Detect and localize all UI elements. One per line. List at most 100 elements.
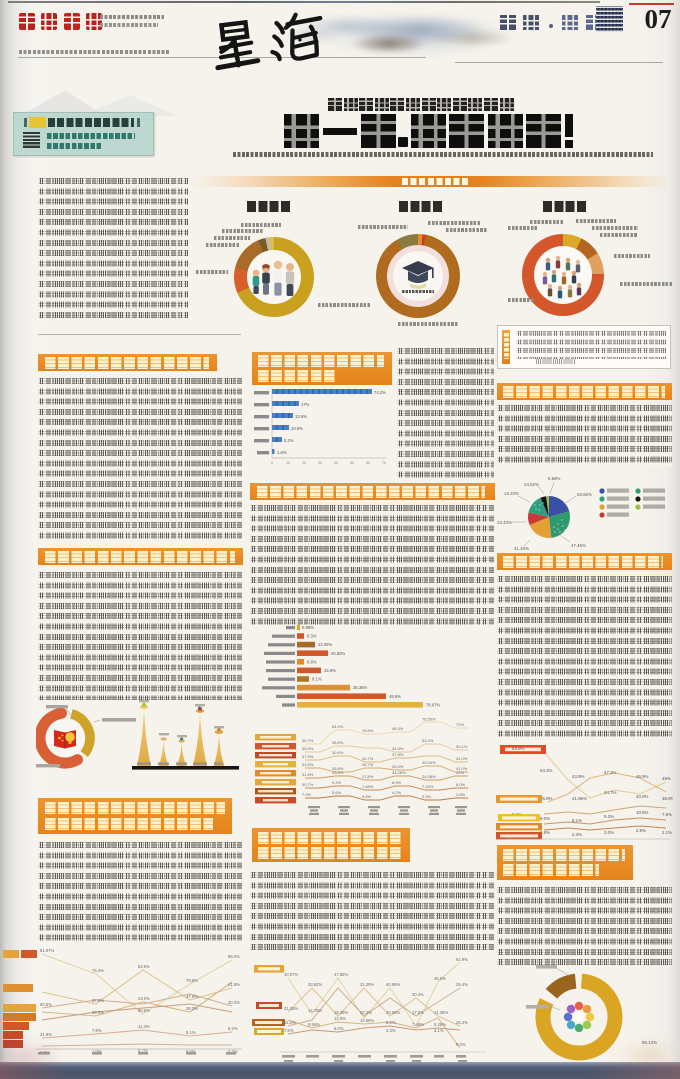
svg-text:76.4%: 76.4%	[92, 968, 104, 973]
svg-text:38.9%: 38.9%	[662, 796, 673, 801]
svg-text:26.8%: 26.8%	[332, 766, 344, 771]
svg-text:20.2%: 20.2%	[360, 1010, 372, 1015]
svg-text:5.0%: 5.0%	[334, 1026, 344, 1031]
svg-text:37.6%: 37.6%	[186, 994, 198, 999]
svg-text:36.36%: 36.36%	[353, 685, 367, 690]
svg-text:84.5%: 84.5%	[332, 724, 344, 729]
svg-text:5.58%: 5.58%	[548, 476, 561, 481]
svg-text:25.4%: 25.4%	[456, 1020, 468, 1025]
svg-text:41.9%: 41.9%	[228, 982, 240, 987]
svg-text:16.36%: 16.36%	[334, 1010, 348, 1015]
svg-text:37.9%: 37.9%	[302, 754, 314, 759]
svg-text:11.4%: 11.4%	[138, 1024, 150, 1029]
svg-text:74.2%: 74.2%	[374, 390, 386, 395]
svg-text:31.29%: 31.29%	[360, 982, 374, 987]
svg-text:11.2%: 11.2%	[284, 1020, 296, 1025]
svg-text:3.5%: 3.5%	[362, 794, 372, 799]
svg-text:21.26%: 21.26%	[284, 1006, 298, 1011]
svg-text:3.0%: 3.0%	[604, 830, 614, 835]
svg-text:10.9%: 10.9%	[291, 426, 303, 431]
svg-text:60.5%: 60.5%	[138, 1008, 150, 1013]
svg-text:5.2%: 5.2%	[284, 438, 294, 443]
svg-text:38.5%: 38.5%	[332, 740, 344, 745]
svg-text:53.66%: 53.66%	[577, 492, 592, 497]
svg-text:33.62%: 33.62%	[308, 982, 322, 987]
svg-text:10.5%: 10.5%	[636, 810, 649, 815]
svg-text:53.2%: 53.2%	[422, 738, 434, 743]
svg-text:20.56%: 20.56%	[386, 1010, 400, 1015]
svg-text:54.3%: 54.3%	[540, 768, 553, 773]
svg-text:41.0%: 41.0%	[456, 766, 468, 771]
svg-text:28.7%: 28.7%	[362, 762, 374, 767]
svg-text:34.28%: 34.28%	[392, 770, 406, 775]
svg-text:9.55%: 9.55%	[308, 1022, 320, 1027]
svg-text:48.9%: 48.9%	[389, 694, 401, 699]
svg-text:35.0%: 35.0%	[302, 746, 314, 751]
svg-text:9.1%: 9.1%	[312, 677, 322, 682]
svg-text:22%: 22%	[456, 770, 464, 775]
svg-text:60: 60	[366, 461, 370, 465]
svg-text:24.62%: 24.62%	[524, 482, 539, 487]
svg-text:13.6%: 13.6%	[295, 414, 307, 419]
svg-text:15.8%: 15.8%	[324, 668, 336, 673]
svg-text:5.1%: 5.1%	[186, 1030, 196, 1035]
svg-text:23.43%: 23.43%	[497, 520, 512, 525]
svg-text:76.53%: 76.53%	[422, 718, 436, 722]
svg-text:47.65%: 47.65%	[334, 972, 348, 977]
svg-text:1.0%: 1.0%	[92, 1049, 102, 1054]
svg-text:26.5%: 26.5%	[92, 1010, 104, 1015]
svg-text:3.3%: 3.3%	[422, 794, 432, 799]
svg-text:10: 10	[286, 461, 290, 465]
svg-text:9.3%: 9.3%	[604, 814, 614, 819]
svg-text:50.1%: 50.1%	[456, 744, 468, 749]
svg-text:12.0%: 12.0%	[334, 1016, 346, 1021]
svg-text:9.0%: 9.0%	[540, 816, 550, 821]
svg-text:0.3%: 0.3%	[228, 1049, 238, 1054]
svg-text:0.99%: 0.99%	[302, 625, 314, 630]
svg-text:9.2%: 9.2%	[332, 780, 342, 785]
svg-text:40.82%: 40.82%	[331, 651, 345, 656]
svg-text:30: 30	[318, 461, 322, 465]
svg-text:36.9%: 36.9%	[540, 796, 553, 801]
svg-text:9.2%: 9.2%	[228, 1026, 238, 1031]
svg-text:40.9%: 40.9%	[636, 794, 649, 799]
svg-text:6.8%: 6.8%	[307, 659, 317, 664]
svg-text:76.6%: 76.6%	[362, 728, 374, 733]
svg-text:6.3%: 6.3%	[307, 634, 317, 639]
svg-text:3.1%: 3.1%	[434, 1028, 444, 1033]
svg-text:5.6%: 5.6%	[332, 790, 342, 795]
svg-text:37.8%: 37.8%	[392, 752, 404, 757]
svg-text:30.7%: 30.7%	[302, 782, 314, 787]
svg-text:0.6%: 0.6%	[186, 1049, 196, 1054]
svg-text:48.3%: 48.3%	[392, 726, 404, 731]
svg-text:36.7%: 36.7%	[302, 738, 314, 743]
svg-text:0: 0	[271, 461, 273, 465]
svg-text:81.97%: 81.97%	[40, 948, 54, 953]
svg-text:72%: 72%	[456, 722, 464, 727]
svg-text:41.96%: 41.96%	[572, 796, 587, 801]
svg-text:86.13%: 86.13%	[642, 1040, 657, 1045]
svg-text:8.0%: 8.0%	[456, 782, 466, 787]
svg-text:7.6%: 7.6%	[662, 812, 672, 817]
svg-text:34.5%: 34.5%	[392, 746, 404, 751]
svg-text:17.0%: 17.0%	[412, 1010, 424, 1015]
svg-text:2.3%: 2.3%	[572, 832, 582, 837]
svg-text:27.8%: 27.8%	[362, 774, 374, 779]
svg-text:50.5%: 50.5%	[40, 1002, 52, 1007]
svg-text:12.06%: 12.06%	[318, 642, 332, 647]
svg-text:8.2%: 8.2%	[386, 1020, 396, 1025]
svg-text:7.68%: 7.68%	[362, 784, 374, 789]
svg-text:8.1%: 8.1%	[572, 818, 582, 823]
svg-text:7.46%: 7.46%	[412, 1022, 424, 1027]
svg-text:29.4%: 29.4%	[456, 982, 468, 987]
svg-text:13.23%: 13.23%	[504, 491, 519, 496]
svg-text:40.04%: 40.04%	[422, 760, 436, 765]
svg-text:0.7%: 0.7%	[138, 1048, 148, 1053]
svg-text:33.5%: 33.5%	[302, 762, 314, 767]
svg-text:41.16%: 41.16%	[514, 546, 529, 551]
svg-text:41.0%: 41.0%	[456, 756, 468, 761]
svg-text:7.6%: 7.6%	[284, 1028, 294, 1033]
svg-text:17%: 17%	[301, 402, 310, 407]
svg-text:31.5%: 31.5%	[302, 772, 314, 777]
svg-text:28.2%: 28.2%	[186, 1006, 198, 1011]
